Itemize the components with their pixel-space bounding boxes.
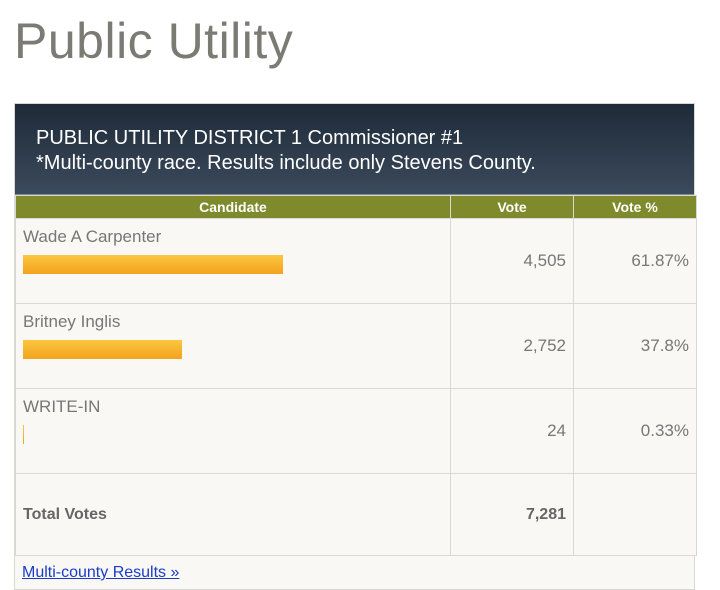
- bar-track: [23, 340, 443, 359]
- header-row: Candidate Vote Vote %: [15, 195, 697, 219]
- column-header: Vote %: [573, 195, 697, 219]
- vote-bar: [23, 340, 182, 359]
- results-box: PUBLIC UTILITY DISTRICT 1 Commissioner #…: [14, 103, 697, 590]
- column-header: Candidate: [15, 195, 451, 219]
- total-votes: 7,281: [450, 473, 574, 556]
- candidate-cell: WRITE-IN: [15, 388, 451, 474]
- candidate-cell: Britney Inglis: [15, 303, 451, 389]
- race-title: PUBLIC UTILITY DISTRICT 1 Commissioner #…: [36, 127, 464, 149]
- column-header: Vote: [450, 195, 574, 219]
- total-row: Total Votes 7,281: [15, 473, 697, 556]
- results-table: Candidate Vote Vote % Wade A Carpenter 4,50…: [15, 195, 697, 556]
- empty-cell: [573, 473, 697, 556]
- bar-track: [23, 255, 443, 274]
- footer: Multi-county Results »: [15, 556, 694, 589]
- candidate-row: Britney Inglis 2,752 37.8%: [15, 303, 697, 389]
- bar-track: [23, 425, 443, 444]
- candidate-name: WRITE-IN: [23, 397, 101, 416]
- race-header: PUBLIC UTILITY DISTRICT 1 Commissioner #…: [15, 104, 694, 195]
- candidate-row: Wade A Carpenter 4,505 61.87%: [15, 218, 697, 304]
- table-body: Wade A Carpenter 4,505 61.87% Britney Ingli…: [15, 218, 697, 556]
- vote-count: 4,505: [450, 218, 574, 304]
- vote-percent: 0.33%: [573, 388, 697, 474]
- page-title: Public Utility: [14, 13, 294, 69]
- candidate-name: Britney Inglis: [23, 312, 121, 331]
- multi-county-link[interactable]: Multi-county Results »: [22, 564, 180, 581]
- vote-percent: 37.8%: [573, 303, 697, 389]
- candidate-row: WRITE-IN 24 0.33%: [15, 388, 697, 474]
- vote-bar: [23, 425, 25, 444]
- vote-count: 2,752: [450, 303, 574, 389]
- total-label: Total Votes: [15, 473, 451, 556]
- candidate-name: Wade A Carpenter: [23, 227, 162, 246]
- vote-percent: 61.87%: [573, 218, 697, 304]
- candidate-cell: Wade A Carpenter: [15, 218, 451, 304]
- vote-count: 24: [450, 388, 574, 474]
- vote-bar: [23, 255, 283, 274]
- race-note: *Multi-county race. Results include only…: [36, 152, 536, 174]
